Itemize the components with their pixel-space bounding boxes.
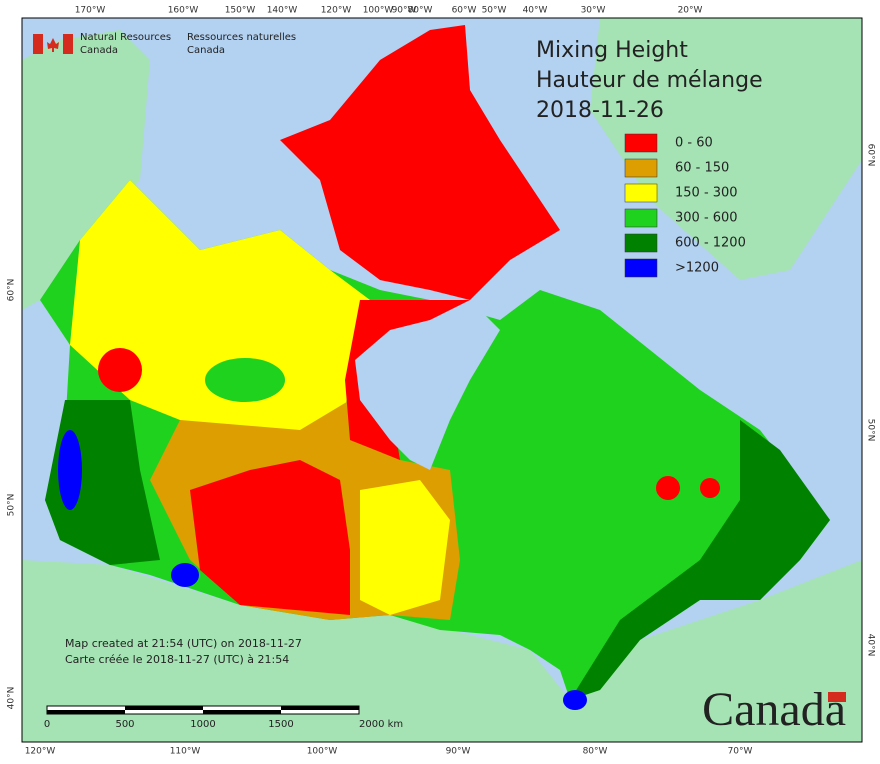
agency-fr: Canada <box>187 45 225 56</box>
scale-bar-segment <box>203 710 281 714</box>
graticule-label: 90°W <box>446 747 471 757</box>
scale-bar <box>46 705 360 715</box>
legend-label: 60 - 150 <box>675 161 729 176</box>
map-frame <box>21 17 863 743</box>
graticule-label: 110°W <box>170 747 201 757</box>
note: Carte créée le 2018-11-27 (UTC) à 21:54 <box>65 653 289 666</box>
graticule-label: 20°W <box>678 6 703 16</box>
maple-leaf <box>47 38 59 52</box>
blob-green <box>205 358 285 402</box>
blob-red <box>98 348 142 392</box>
scale-bar-segment <box>125 706 203 710</box>
graticule-label: 60°N <box>7 279 17 302</box>
region-yellow-ontario <box>360 480 450 615</box>
graticule-label: 140°W <box>267 6 298 16</box>
blob-red <box>700 478 720 498</box>
hudson-bay <box>355 300 500 470</box>
graticule-label: 40°N <box>7 687 17 710</box>
scale-label: 1500 <box>268 719 293 730</box>
note: Map created at 21:54 (UTC) on 2018-11-27 <box>65 637 302 650</box>
agency-en: Natural Resources <box>80 32 171 43</box>
title: Mixing Height <box>536 38 688 63</box>
region-yellow <box>70 180 370 440</box>
greenland <box>590 18 862 280</box>
region-darkgreen-east <box>570 420 830 700</box>
frame-border <box>21 17 863 743</box>
graticule-label: 100°W <box>307 747 338 757</box>
scale-label: 2000 km <box>359 719 403 730</box>
graticule-label: 40°W <box>523 6 548 16</box>
legend-swatch <box>624 233 658 253</box>
blob-red <box>656 476 680 500</box>
graticule-label: 30°W <box>581 6 606 16</box>
region-red-prairie <box>190 460 350 615</box>
graticule-label: 40°N <box>866 634 876 657</box>
legend-swatch <box>624 208 658 228</box>
scale-label: 1000 <box>190 719 215 730</box>
legend-label: 0 - 60 <box>675 136 713 151</box>
legend-swatch <box>624 258 658 278</box>
graticule-label: 100°W <box>363 6 394 16</box>
graticule-label: 80°W <box>408 6 433 16</box>
usa <box>22 560 862 742</box>
legend-swatch <box>624 133 658 153</box>
title: 2018-11-26 <box>536 98 664 123</box>
scale-label: 500 <box>115 719 134 730</box>
wordmark: Canada <box>702 683 846 736</box>
graticule-label: 50°N <box>7 494 17 517</box>
scale-bar-segment <box>281 706 359 710</box>
graticule-label: 150°W <box>225 6 256 16</box>
blob-blue <box>171 563 199 587</box>
graticule-label: 160°W <box>168 6 199 16</box>
graticule-label: 120°W <box>25 747 56 757</box>
graticule-label: 70°W <box>728 747 753 757</box>
graticule-label: 120°W <box>321 6 352 16</box>
legend-label: 600 - 1200 <box>675 236 746 251</box>
agency-en: Canada <box>80 45 118 56</box>
legend-swatch <box>624 158 658 178</box>
legend-label: >1200 <box>675 261 719 276</box>
legend-label: 300 - 600 <box>675 211 738 226</box>
title: Hauteur de mélange <box>536 68 763 93</box>
graticule-label: 90°W <box>392 6 417 16</box>
wordmark-flag <box>828 692 846 702</box>
blob-blue <box>58 430 82 510</box>
scale-label: 0 <box>44 719 50 730</box>
graticule-label: 80°W <box>583 747 608 757</box>
agency-fr: Ressources naturelles <box>187 32 296 43</box>
alaska <box>22 30 150 310</box>
legend-swatch <box>624 183 658 203</box>
flag-bar <box>63 34 73 54</box>
scale-bar-segment <box>47 710 125 714</box>
graticule-label: 60°W <box>452 6 477 16</box>
graticule-label: 170°W <box>75 6 106 16</box>
graticule-label: 60°N <box>866 144 876 167</box>
flag-bar <box>33 34 43 54</box>
graticule-label: 50°W <box>482 6 507 16</box>
arctic-islands <box>280 25 560 300</box>
logo <box>33 34 73 54</box>
legend-label: 150 - 300 <box>675 186 738 201</box>
graticule-label: 50°N <box>866 419 876 442</box>
blob-blue <box>563 690 587 710</box>
